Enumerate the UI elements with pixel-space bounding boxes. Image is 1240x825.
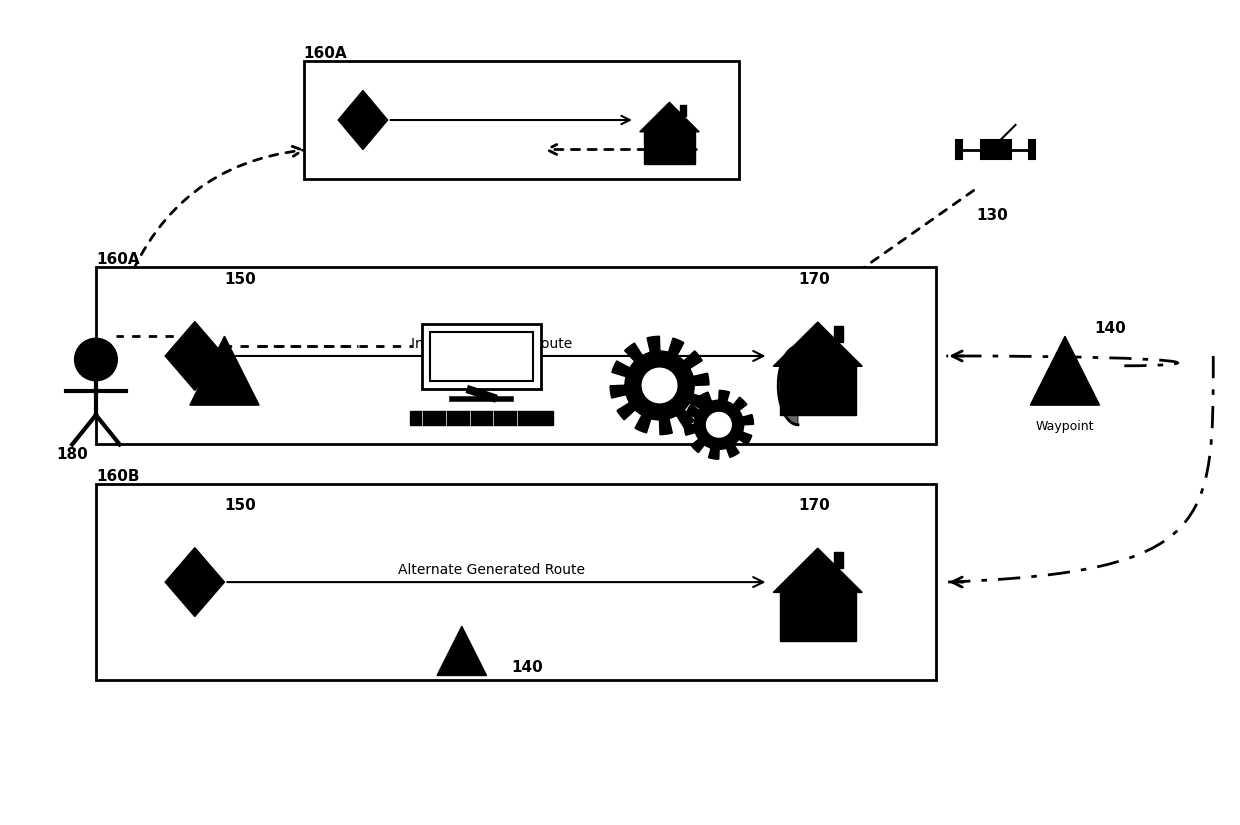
Polygon shape <box>610 337 709 435</box>
FancyBboxPatch shape <box>410 411 553 425</box>
FancyBboxPatch shape <box>95 483 936 681</box>
Polygon shape <box>339 91 388 149</box>
Text: 160A: 160A <box>304 46 347 61</box>
Text: 150: 150 <box>224 498 257 513</box>
Text: Waypoint: Waypoint <box>1035 420 1094 433</box>
Text: 130: 130 <box>976 209 1008 224</box>
FancyBboxPatch shape <box>430 332 533 381</box>
Polygon shape <box>436 626 486 676</box>
Text: 140: 140 <box>254 321 286 337</box>
Polygon shape <box>780 592 856 641</box>
Polygon shape <box>645 132 694 164</box>
Text: 120: 120 <box>634 483 666 499</box>
Text: 150: 150 <box>224 272 257 287</box>
FancyBboxPatch shape <box>95 267 936 445</box>
Polygon shape <box>833 326 843 342</box>
Polygon shape <box>774 322 862 366</box>
Polygon shape <box>190 337 259 405</box>
Text: 170: 170 <box>799 498 830 513</box>
Circle shape <box>642 368 677 403</box>
FancyBboxPatch shape <box>981 139 1011 159</box>
Text: 170: 170 <box>799 272 830 287</box>
Text: 180: 180 <box>56 447 88 462</box>
Text: Waypoint: Waypoint <box>195 420 254 433</box>
Polygon shape <box>165 548 224 616</box>
FancyBboxPatch shape <box>1029 139 1035 159</box>
FancyBboxPatch shape <box>304 61 739 179</box>
Polygon shape <box>1030 337 1100 405</box>
FancyBboxPatch shape <box>423 324 541 389</box>
Polygon shape <box>640 102 699 132</box>
Polygon shape <box>680 105 686 116</box>
Polygon shape <box>684 390 754 460</box>
Polygon shape <box>165 322 224 390</box>
Text: Initial Generated Route: Initial Generated Route <box>410 337 572 351</box>
Text: Alternate Generated Route: Alternate Generated Route <box>398 563 585 578</box>
Polygon shape <box>779 346 799 425</box>
Polygon shape <box>833 552 843 568</box>
Circle shape <box>74 338 118 381</box>
Text: 140: 140 <box>1095 321 1126 337</box>
Text: 140: 140 <box>511 661 543 676</box>
Text: 110: 110 <box>432 272 464 287</box>
Polygon shape <box>774 548 862 592</box>
FancyBboxPatch shape <box>956 139 962 159</box>
Text: 160A: 160A <box>95 252 140 267</box>
Polygon shape <box>780 366 856 415</box>
Text: 160B: 160B <box>95 469 139 483</box>
Circle shape <box>707 412 732 437</box>
